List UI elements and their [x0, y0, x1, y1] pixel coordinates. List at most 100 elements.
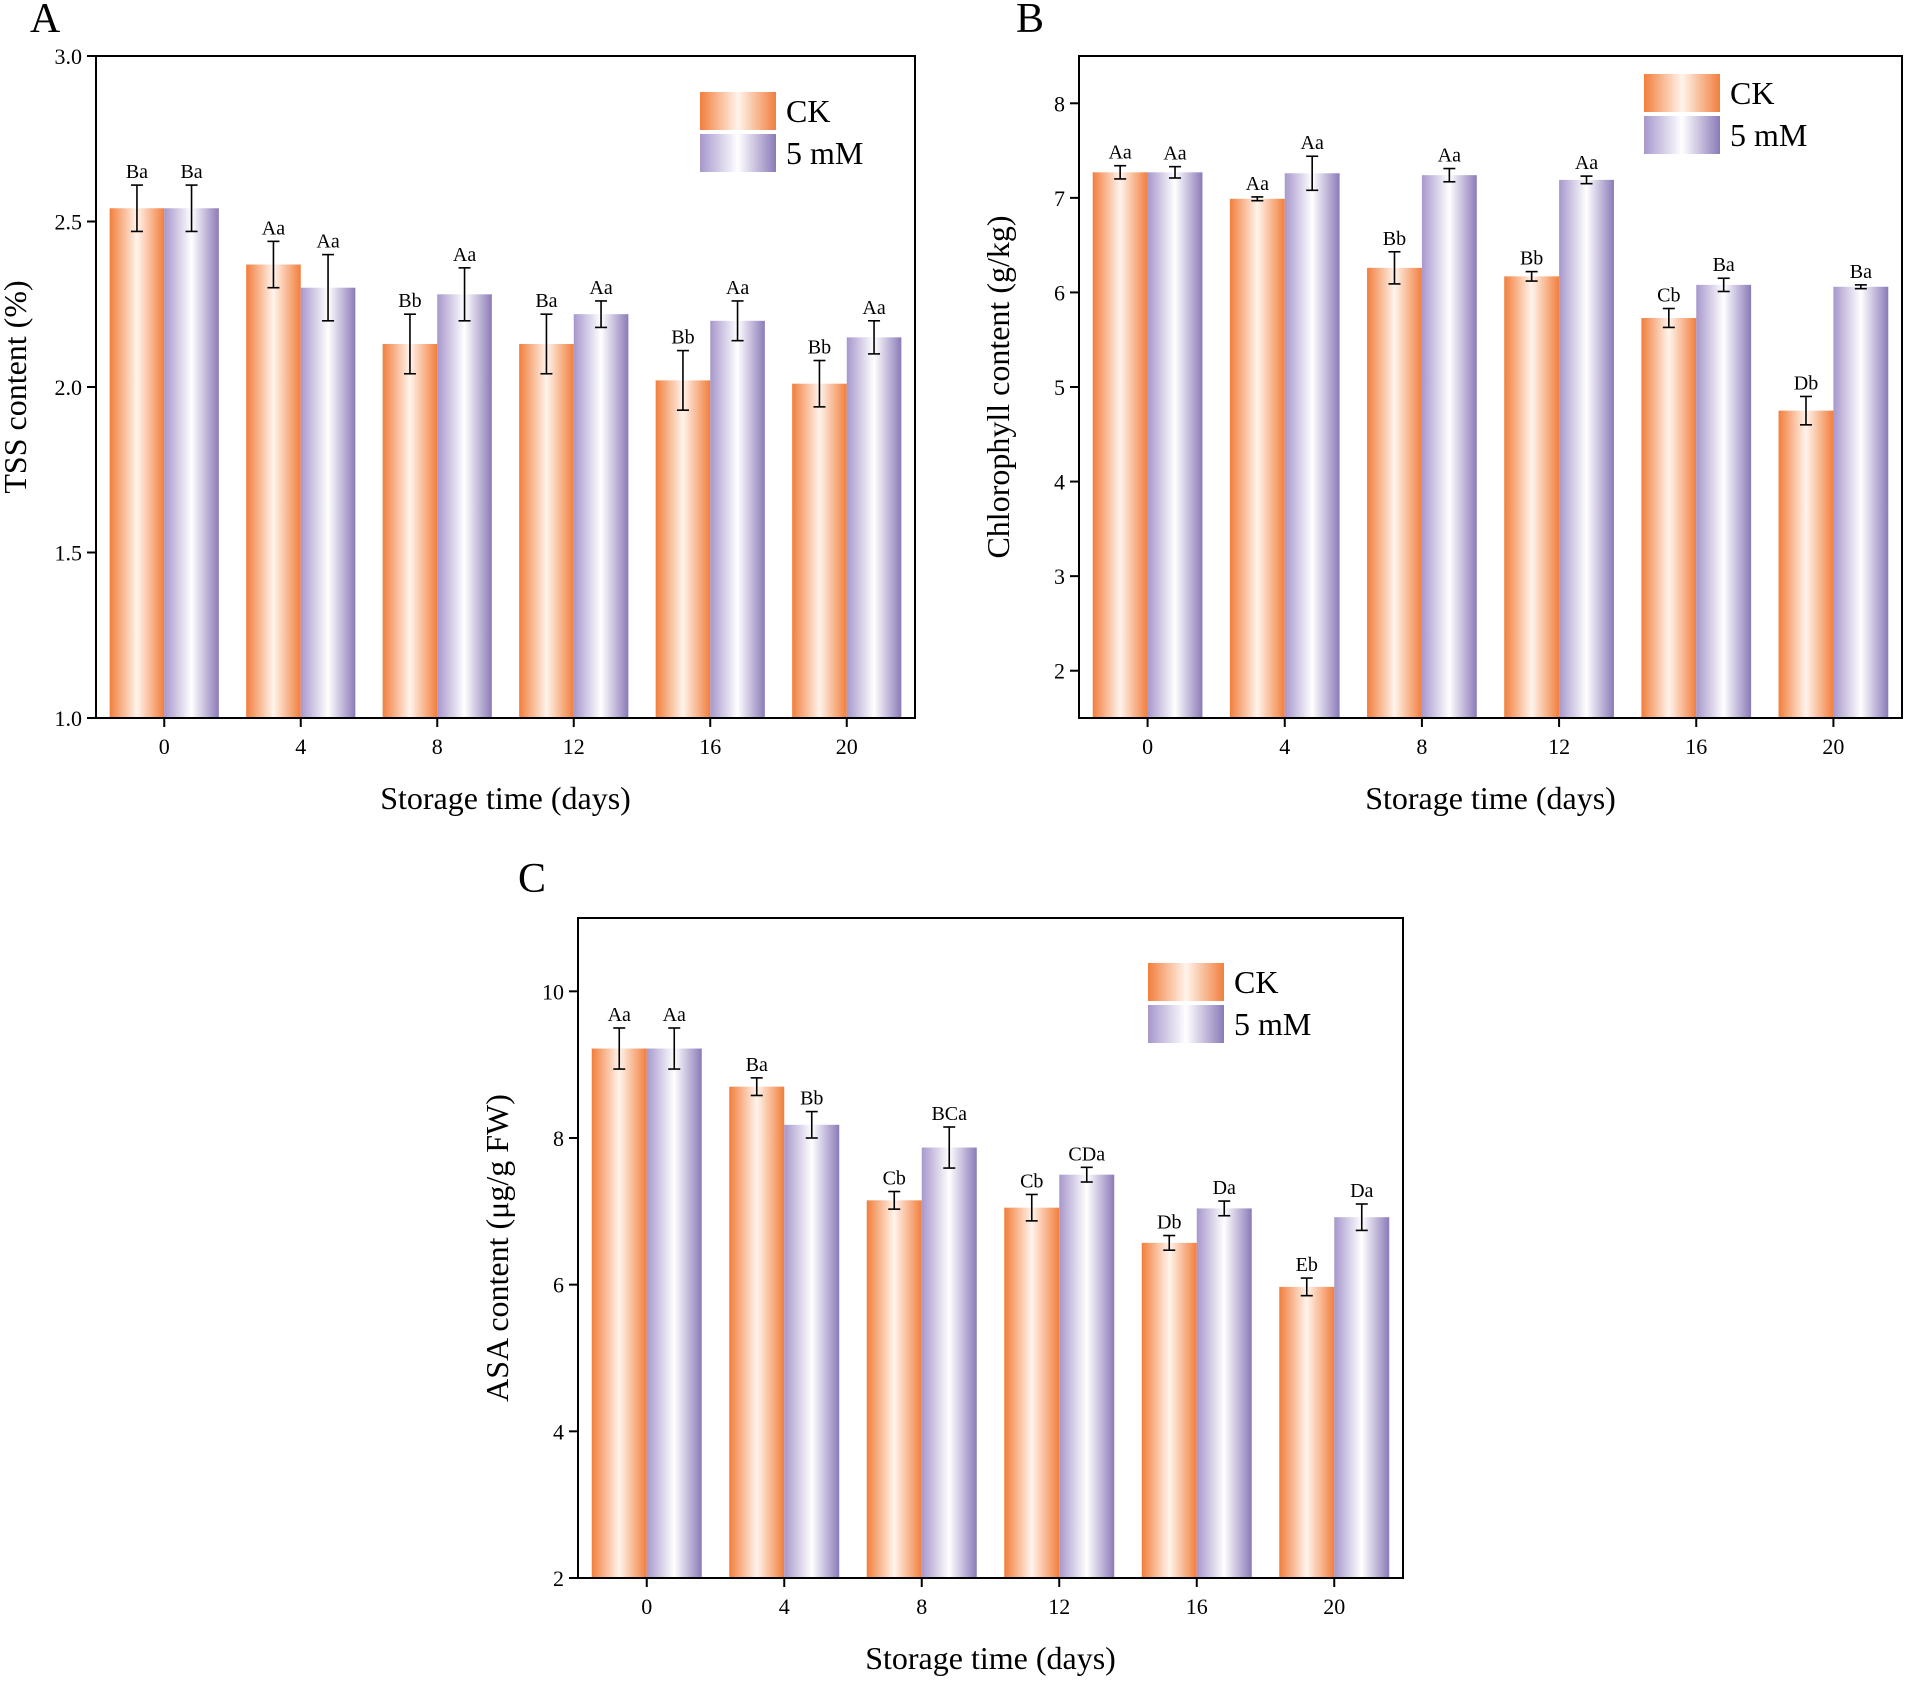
- bar: [591, 1048, 647, 1578]
- bar: [784, 1124, 840, 1578]
- x-tick-label: 4: [779, 1594, 790, 1619]
- significance-label: Ba: [126, 161, 148, 183]
- x-tick-label: 4: [1279, 734, 1290, 759]
- panel-label: B: [1016, 0, 1044, 42]
- y-tick-label: 1.0: [55, 706, 83, 731]
- chart-panel-a: A Ba Aa Bb Ba Bb Bb Ba Aa Aa Aa Aa Aa 1.0 1.5 2.0 2.5 3.0…: [0, 0, 916, 816]
- significance-label: Aa: [663, 1004, 686, 1026]
- significance-label: Aa: [1108, 142, 1131, 164]
- y-tick-label: 7: [1054, 186, 1065, 211]
- y-tick-label: 2.5: [55, 210, 83, 235]
- bar: [1778, 410, 1834, 718]
- significance-label: Da: [1350, 1180, 1373, 1202]
- bar: [1334, 1217, 1390, 1578]
- significance-label: Db: [1794, 372, 1818, 394]
- significance-label: Aa: [608, 1004, 631, 1026]
- x-tick-label: 8: [432, 734, 443, 759]
- bar: [655, 380, 711, 718]
- significance-label: Bb: [1520, 248, 1543, 270]
- bar: [1367, 267, 1422, 718]
- significance-label: Aa: [262, 217, 285, 239]
- bar: [1284, 173, 1340, 719]
- bar: [1833, 286, 1889, 718]
- significance-label: Bb: [398, 290, 421, 312]
- legend-label: CK: [1234, 964, 1278, 1000]
- bar: [1004, 1207, 1060, 1578]
- significance-label: Aa: [1438, 145, 1461, 167]
- bar: [1229, 198, 1285, 718]
- significance-label: Cb: [883, 1168, 906, 1190]
- x-axis-label: Storage time (days): [1365, 780, 1616, 816]
- bar: [1141, 1242, 1197, 1578]
- bar: [1059, 1174, 1115, 1578]
- y-tick-label: 2: [1054, 659, 1065, 684]
- chart-panel-c: C Aa Ba Cb Cb Db Eb Aa Bb BCa CDa Da Da 2 4 6 8 10 0 4 8 12 16…: [479, 856, 1404, 1676]
- legend-label: CK: [786, 93, 830, 129]
- x-axis-label: Storage time (days): [380, 780, 631, 816]
- x-tick-label: 0: [641, 1594, 652, 1619]
- bar: [1696, 284, 1752, 718]
- significance-label: Eb: [1296, 1254, 1318, 1276]
- significance-label: Aa: [1246, 173, 1269, 195]
- y-tick-label: 1.5: [55, 541, 83, 566]
- y-axis-label: ASA content (μg/g FW): [479, 1094, 515, 1402]
- significance-label: Da: [1213, 1177, 1236, 1199]
- significance-label: Bb: [671, 327, 694, 349]
- bar: [921, 1147, 977, 1578]
- significance-label: Bb: [808, 337, 831, 359]
- bar: [1504, 276, 1560, 718]
- x-tick-label: 16: [699, 734, 721, 759]
- bar: [164, 208, 219, 718]
- significance-label: Bb: [800, 1088, 823, 1110]
- significance-label: Aa: [589, 277, 612, 299]
- bar: [519, 343, 574, 718]
- y-tick-label: 8: [1054, 91, 1065, 116]
- significance-label: BCa: [931, 1103, 967, 1125]
- significance-label: Aa: [453, 244, 476, 266]
- bar: [109, 208, 165, 718]
- y-axis-label: Chlorophyll content (g/kg): [980, 215, 1016, 558]
- bar: [1641, 317, 1697, 718]
- legend-label: 5 mM: [1730, 117, 1807, 153]
- significance-label: Aa: [862, 297, 885, 319]
- legend-swatch: [1644, 74, 1720, 112]
- y-axis-label: TSS content (%): [0, 280, 33, 493]
- significance-label: Cb: [1657, 285, 1680, 307]
- y-tick-label: 2.0: [55, 375, 83, 400]
- significance-label: Ba: [1850, 261, 1872, 283]
- significance-label: Cb: [1020, 1170, 1043, 1192]
- bar: [382, 343, 438, 718]
- bar: [710, 320, 765, 718]
- significance-label: Ba: [1713, 254, 1735, 276]
- x-tick-label: 0: [1142, 734, 1153, 759]
- bar: [1092, 172, 1148, 718]
- y-tick-label: 3: [1054, 564, 1065, 589]
- legend-swatch: [1148, 1005, 1224, 1043]
- x-tick-label: 20: [836, 734, 858, 759]
- legend-label: 5 mM: [1234, 1006, 1311, 1042]
- bar: [300, 287, 356, 718]
- bar: [846, 337, 902, 718]
- x-tick-label: 16: [1186, 1594, 1208, 1619]
- bar: [792, 383, 847, 718]
- significance-label: Db: [1157, 1212, 1181, 1234]
- bar: [646, 1048, 702, 1578]
- y-tick-label: 5: [1054, 375, 1065, 400]
- y-tick-label: 6: [553, 1273, 564, 1298]
- bar: [1421, 175, 1477, 718]
- x-tick-label: 12: [1048, 1594, 1070, 1619]
- legend-label: 5 mM: [786, 135, 863, 171]
- x-tick-label: 8: [1416, 734, 1427, 759]
- x-tick-label: 8: [916, 1594, 927, 1619]
- bar: [866, 1200, 922, 1578]
- bar: [573, 314, 629, 718]
- bar: [1279, 1286, 1335, 1578]
- bar: [1196, 1208, 1252, 1578]
- y-tick-label: 4: [553, 1419, 564, 1444]
- significance-label: Aa: [1575, 152, 1598, 174]
- y-tick-label: 10: [542, 979, 564, 1004]
- bar: [246, 264, 301, 718]
- significance-label: Ba: [180, 161, 202, 183]
- bar: [1147, 172, 1203, 718]
